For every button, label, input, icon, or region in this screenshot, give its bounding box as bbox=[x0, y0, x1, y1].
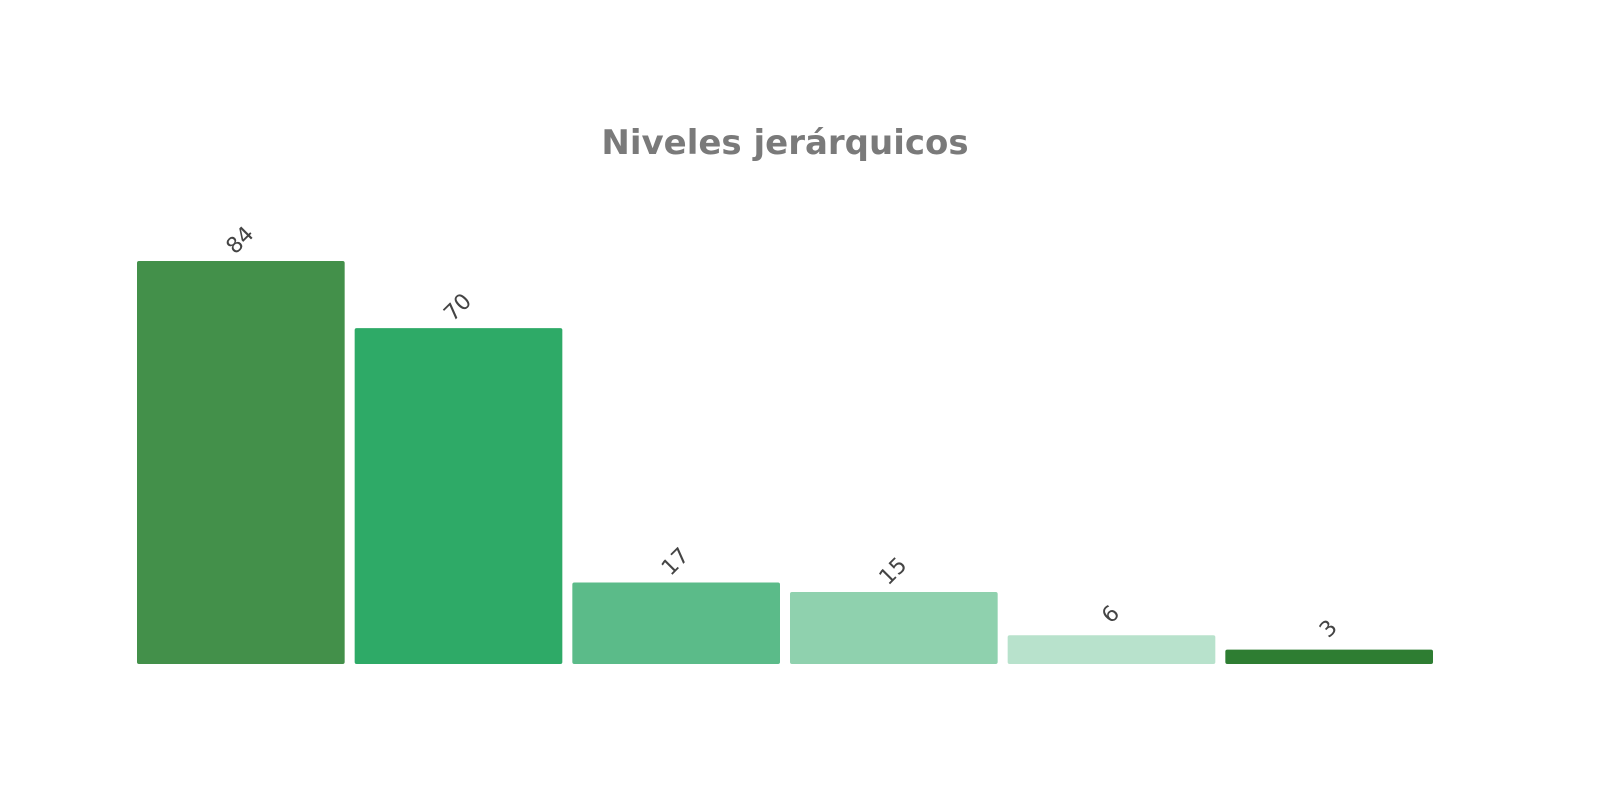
bar bbox=[137, 261, 345, 664]
bar bbox=[1225, 649, 1433, 664]
bar bbox=[790, 592, 998, 664]
value-label: 17 bbox=[657, 543, 694, 580]
chart-title: Niveles jerárquicos bbox=[601, 123, 968, 163]
bar bbox=[1007, 635, 1216, 664]
value-label: 6 bbox=[1097, 601, 1125, 629]
value-label: 3 bbox=[1315, 615, 1343, 643]
value-label: 15 bbox=[875, 553, 912, 590]
bar bbox=[572, 582, 780, 664]
bar bbox=[354, 328, 563, 664]
value-label: 84 bbox=[222, 222, 259, 259]
value-label: 70 bbox=[439, 289, 476, 326]
